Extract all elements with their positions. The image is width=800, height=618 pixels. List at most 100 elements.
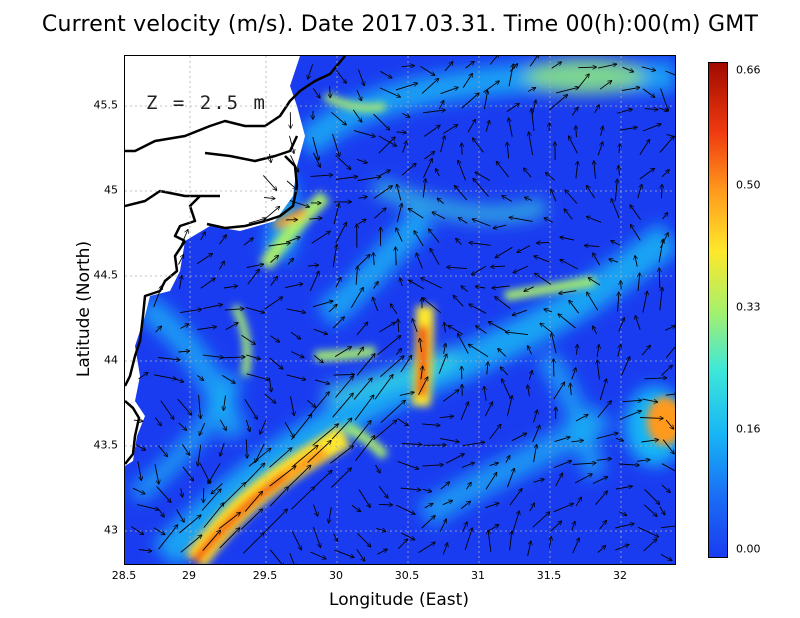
velocity-arrow xyxy=(440,136,445,153)
velocity-vectors xyxy=(131,56,675,564)
velocity-arrow xyxy=(485,503,499,509)
velocity-arrow xyxy=(420,66,434,75)
velocity-arrow xyxy=(223,357,245,358)
velocity-arrow xyxy=(615,438,624,441)
velocity-arrow xyxy=(358,489,370,507)
velocity-arrow xyxy=(576,74,589,90)
velocity-arrow xyxy=(396,132,407,133)
velocity-arrow xyxy=(312,471,332,489)
velocity-arrow xyxy=(529,132,534,156)
velocity-arrow xyxy=(643,504,657,517)
velocity-arrow xyxy=(390,304,398,314)
velocity-arrow xyxy=(422,424,440,426)
velocity-arrow xyxy=(310,175,333,177)
velocity-arrow xyxy=(611,241,620,246)
velocity-arrow xyxy=(641,66,656,71)
velocity-arrow xyxy=(609,259,619,263)
velocity-arrow xyxy=(308,64,314,79)
velocity-arrow xyxy=(333,375,355,376)
velocity-arrow xyxy=(332,245,337,268)
velocity-arrow xyxy=(489,463,499,466)
velocity-arrow xyxy=(255,443,265,463)
velocity-arrow xyxy=(513,265,529,273)
velocity-arrow xyxy=(488,530,492,552)
velocity-arrow xyxy=(442,543,447,555)
velocity-arrow xyxy=(469,243,491,246)
velocity-arrow xyxy=(223,395,225,411)
velocity-arrow xyxy=(199,423,206,435)
velocity-arrow xyxy=(202,530,221,551)
velocity-arrow xyxy=(401,163,416,176)
velocity-arrow xyxy=(160,400,174,420)
velocity-arrow xyxy=(489,56,498,65)
velocity-arrow xyxy=(594,161,596,179)
velocity-arrow xyxy=(571,368,576,380)
velocity-arrow xyxy=(621,281,622,290)
velocity-arrow xyxy=(597,360,600,380)
velocity-arrow xyxy=(489,424,501,440)
velocity-arrow xyxy=(328,305,337,313)
velocity-arrow xyxy=(664,326,675,331)
velocity-arrow xyxy=(641,345,650,356)
velocity-arrow xyxy=(658,239,663,263)
velocity-arrow xyxy=(439,438,459,442)
velocity-arrow xyxy=(219,528,240,549)
velocity-arrow xyxy=(461,463,475,468)
velocity-arrow xyxy=(401,66,415,67)
velocity-arrow xyxy=(182,444,189,455)
velocity-arrow xyxy=(379,322,395,333)
map-plot-area xyxy=(124,55,676,565)
velocity-arrow xyxy=(396,203,402,223)
velocity-arrow xyxy=(462,522,468,532)
velocity-arrow xyxy=(178,351,189,352)
velocity-arrow xyxy=(421,516,435,529)
velocity-arrow xyxy=(509,489,522,506)
velocity-arrow xyxy=(330,446,353,464)
velocity-arrow xyxy=(202,305,223,310)
velocity-arrow xyxy=(291,531,301,550)
velocity-arrow xyxy=(558,314,576,329)
velocity-arrow xyxy=(424,125,440,137)
velocity-arrow xyxy=(533,445,537,463)
velocity-arrow xyxy=(156,486,171,502)
velocity-arrow xyxy=(462,442,485,447)
velocity-arrow xyxy=(412,319,418,333)
velocity-arrow xyxy=(595,491,607,505)
velocity-arrow xyxy=(179,275,181,290)
velocity-arrow xyxy=(439,416,454,418)
velocity-arrow xyxy=(179,515,201,534)
velocity-arrow xyxy=(586,217,602,223)
velocity-arrow xyxy=(659,506,665,515)
velocity-arrow xyxy=(661,365,673,376)
velocity-arrow xyxy=(309,218,322,219)
velocity-arrow xyxy=(380,70,392,78)
velocity-arrow xyxy=(263,509,287,533)
velocity-arrow xyxy=(549,123,550,132)
velocity-arrow xyxy=(523,168,532,178)
velocity-arrow xyxy=(533,410,538,423)
velocity-arrow xyxy=(263,198,275,199)
velocity-arrow xyxy=(570,383,571,395)
velocity-arrow xyxy=(373,253,374,266)
velocity-arrow xyxy=(642,398,657,402)
velocity-arrow xyxy=(540,323,553,334)
velocity-arrow xyxy=(524,197,533,201)
velocity-arrow xyxy=(225,323,238,330)
velocity-arrow xyxy=(353,378,372,400)
velocity-arrow xyxy=(158,445,168,457)
velocity-arrow xyxy=(635,256,637,267)
colorbar-tick: 0.33 xyxy=(736,300,761,314)
velocity-arrow xyxy=(458,218,468,224)
velocity-arrow xyxy=(177,398,192,415)
velocity-arrow xyxy=(373,113,390,130)
velocity-arrow xyxy=(437,198,444,204)
velocity-arrow xyxy=(460,402,469,421)
velocity-arrow xyxy=(400,488,421,490)
velocity-arrow xyxy=(443,125,457,134)
velocity-arrow xyxy=(397,184,402,201)
x-tick: 29.5 xyxy=(252,569,278,582)
velocity-arrow xyxy=(269,448,292,468)
velocity-arrow xyxy=(460,501,470,509)
velocity-arrow xyxy=(527,88,536,92)
velocity-arrow xyxy=(635,316,641,330)
